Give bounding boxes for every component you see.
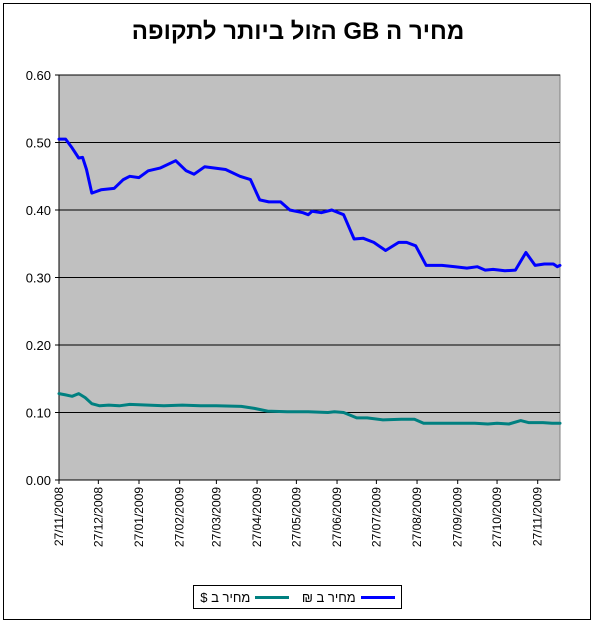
shekel-price-line [57,137,562,273]
dollar-price-line [57,392,562,426]
y-tick-label: 0.20 [26,338,51,353]
legend-entry-shekel: מחיר ב ₪ [302,590,395,605]
y-tick-label: 0.50 [26,136,51,151]
y-tick-label: 0.40 [26,203,51,218]
x-tick-label: 27/12/2008 [91,487,105,547]
legend-label-shekel: מחיר ב ₪ [301,589,356,605]
y-tick-label: 0.10 [26,406,51,421]
chart-legend: מחיר ב ₪ מחיר ב $ [193,585,402,609]
x-tick-label: 27/11/2009 [531,487,545,546]
x-tick-label: 27/06/2009 [330,487,344,547]
x-tick-label: 27/01/2009 [132,487,146,547]
legend-swatch-shekel [360,595,395,599]
x-tick-label: 27/09/2009 [451,487,465,547]
x-tick-label: 27/10/2009 [490,487,504,547]
legend-label-dollar: מחיר ב $ [200,589,251,605]
x-tick-label: 27/11/2008 [52,487,66,546]
y-tick-label: 0.30 [26,271,51,286]
legend-entry-dollar: מחיר ב $ [200,589,290,605]
x-tick-label: 27/08/2009 [410,487,424,547]
y-tick-label: 0.00 [26,473,51,488]
x-tick-label: 27/02/2009 [173,487,187,547]
x-tick-label: 27/04/2009 [250,487,264,547]
legend-swatch-dollar [255,595,290,599]
y-tick-label: 0.60 [26,68,51,83]
x-tick-label: 27/03/2009 [209,487,223,547]
x-tick-label: 27/07/2009 [369,487,383,547]
x-tick-label: 27/05/2009 [289,487,303,547]
chart-title: מחיר ה GB הזול ביותר לתקופה [131,18,465,45]
